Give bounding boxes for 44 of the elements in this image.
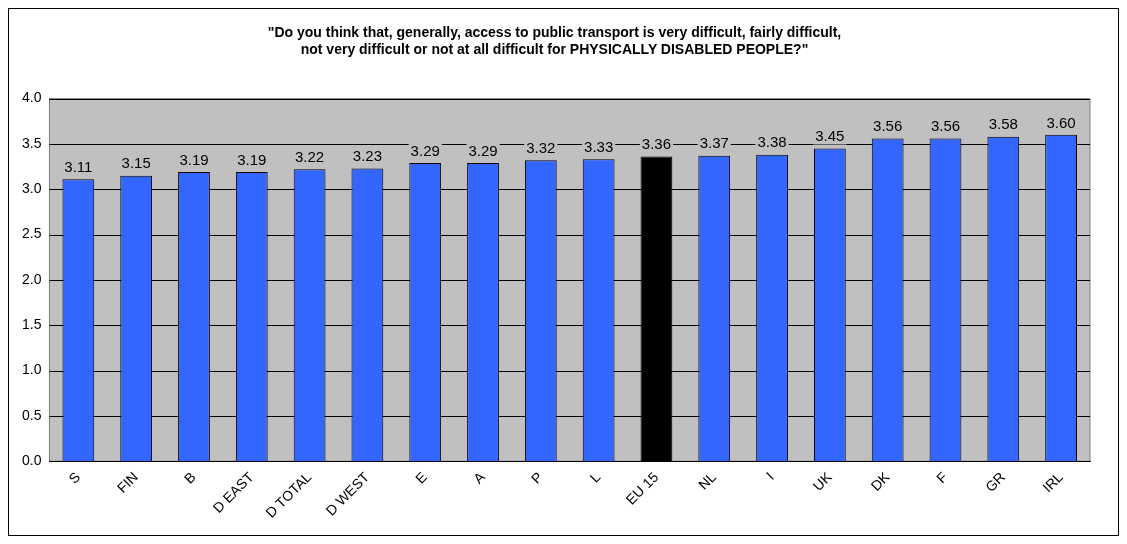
y-tick-label: 3.0	[21, 180, 42, 197]
data-label: 3.15	[121, 154, 151, 172]
x-tick-label: P	[527, 468, 546, 487]
x-tick-label: IRL	[1039, 468, 1067, 496]
x-tick-label: DK	[867, 468, 893, 494]
data-label: 3.58	[988, 115, 1018, 133]
x-tick-label: L	[586, 468, 604, 486]
y-tick-label: 2.5	[21, 225, 42, 242]
data-label: 3.23	[352, 147, 383, 165]
x-tick-label: GR	[981, 468, 1009, 495]
data-label: 3.45	[815, 127, 845, 145]
data-label: 3.29	[468, 141, 498, 159]
data-label: 3.29	[410, 141, 440, 159]
y-tick-label: 3.5	[21, 134, 42, 151]
data-label: 3.19	[237, 150, 267, 168]
data-label: 3.56	[873, 117, 903, 135]
text: "Do you think that, generally, access to public transport is very difficult, fairly difficult,	[267, 24, 842, 41]
y-tick-label: 2.0	[21, 270, 42, 287]
data-label: 3.36	[641, 135, 672, 153]
y-tick-label: 1.0	[21, 361, 42, 378]
data-label: 3.32	[526, 138, 556, 156]
x-tick-label: F	[932, 468, 951, 487]
text: not very difficult or not at all difficult for PHYSICALLY DISABLED PEOPLE?"	[300, 41, 809, 58]
data-label: 3.19	[179, 150, 209, 168]
data-label: 3.38	[757, 133, 787, 151]
data-label: 3.22	[294, 147, 325, 165]
data-label: 3.33	[584, 137, 614, 155]
x-tick-label: I	[762, 468, 777, 483]
data-label: 3.11	[64, 157, 93, 175]
y-tick-label: 1.5	[21, 316, 42, 333]
x-tick-label: S	[65, 468, 84, 487]
x-tick-label: NL	[695, 468, 720, 493]
x-tick-label: B	[180, 468, 199, 487]
x-tick-label: E	[412, 468, 431, 487]
x-tick-label: FIN	[113, 468, 142, 496]
y-tick-label: 0.5	[21, 406, 42, 423]
x-tick-label: EU 15	[622, 468, 662, 508]
data-label: 3.37	[699, 134, 729, 152]
x-tick-label: UK	[809, 468, 836, 494]
y-tick-label: 0.0	[21, 452, 42, 469]
data-label: 3.60	[1046, 113, 1076, 131]
x-tick-label: A	[469, 468, 489, 487]
y-tick-label: 4.0	[21, 89, 42, 106]
data-label: 3.56	[930, 117, 961, 135]
